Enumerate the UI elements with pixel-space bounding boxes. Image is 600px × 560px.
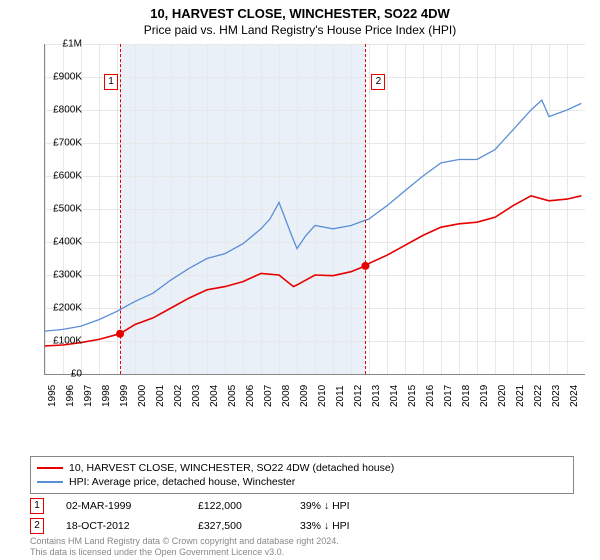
legend: 10, HARVEST CLOSE, WINCHESTER, SO22 4DW … <box>30 456 574 494</box>
x-axis-label: 2021 <box>515 385 526 407</box>
annotation-price: £327,500 <box>198 520 278 532</box>
x-axis-label: 2024 <box>569 385 580 407</box>
x-axis-label: 2014 <box>389 385 400 407</box>
legend-label: 10, HARVEST CLOSE, WINCHESTER, SO22 4DW … <box>69 462 394 474</box>
y-axis-label: £1M <box>44 39 82 50</box>
annotation-row: 1 02-MAR-1999 £122,000 39% ↓ HPI <box>30 496 400 516</box>
x-axis-label: 1999 <box>119 385 130 407</box>
series-hpi <box>45 100 581 331</box>
legend-label: HPI: Average price, detached house, Winc… <box>69 476 295 488</box>
y-axis-label: £900K <box>44 72 82 83</box>
annotation-table: 1 02-MAR-1999 £122,000 39% ↓ HPI 2 18-OC… <box>30 496 400 536</box>
y-axis-label: £500K <box>44 204 82 215</box>
annotation-box: 1 <box>104 74 118 90</box>
x-axis-label: 2019 <box>479 385 490 407</box>
x-axis-label: 2011 <box>335 385 346 407</box>
x-axis-label: 2001 <box>155 385 166 407</box>
y-axis-label: £200K <box>44 303 82 314</box>
x-axis-label: 2010 <box>317 385 328 407</box>
x-axis-label: 1996 <box>65 385 76 407</box>
annotation-row: 2 18-OCT-2012 £327,500 33% ↓ HPI <box>30 516 400 536</box>
x-axis-label: 1995 <box>47 385 58 407</box>
legend-swatch <box>37 481 63 483</box>
x-axis-label: 1997 <box>83 385 94 407</box>
legend-item: HPI: Average price, detached house, Winc… <box>37 475 567 489</box>
x-axis-label: 2016 <box>425 385 436 407</box>
y-axis-label: £100K <box>44 336 82 347</box>
x-axis-label: 2013 <box>371 385 382 407</box>
x-axis-label: 2023 <box>551 385 562 407</box>
x-axis-label: 2006 <box>245 385 256 407</box>
series-price_paid <box>45 196 581 346</box>
chart-area: 12 £0£100K£200K£300K£400K£500K£600K£700K… <box>44 44 584 414</box>
annotation-marker: 1 <box>30 498 44 514</box>
annotation-date: 02-MAR-1999 <box>66 500 176 512</box>
footer-line: Contains HM Land Registry data © Crown c… <box>30 536 339 547</box>
annotation-date: 18-OCT-2012 <box>66 520 176 532</box>
plot-region: 12 <box>44 44 585 375</box>
y-axis-label: £600K <box>44 171 82 182</box>
x-axis-label: 2009 <box>299 385 310 407</box>
x-axis-label: 2003 <box>191 385 202 407</box>
annotation-vline <box>365 44 366 374</box>
y-axis-label: £700K <box>44 138 82 149</box>
y-axis-label: £0 <box>44 369 82 380</box>
annotation-box: 2 <box>371 74 385 90</box>
x-axis-label: 2002 <box>173 385 184 407</box>
legend-swatch <box>37 467 63 469</box>
footer-line: This data is licensed under the Open Gov… <box>30 547 339 558</box>
annotation-marker: 2 <box>30 518 44 534</box>
x-axis-label: 2020 <box>497 385 508 407</box>
y-axis-label: £300K <box>44 270 82 281</box>
x-axis-label: 2018 <box>461 385 472 407</box>
chart-title: 10, HARVEST CLOSE, WINCHESTER, SO22 4DW <box>0 0 600 21</box>
x-axis-label: 2015 <box>407 385 418 407</box>
chart-subtitle: Price paid vs. HM Land Registry's House … <box>0 21 600 41</box>
x-axis-label: 2000 <box>137 385 148 407</box>
x-axis-label: 1998 <box>101 385 112 407</box>
x-axis-label: 2005 <box>227 385 238 407</box>
x-axis-label: 2017 <box>443 385 454 407</box>
x-axis-label: 2022 <box>533 385 544 407</box>
x-axis-label: 2012 <box>353 385 364 407</box>
annotation-delta: 39% ↓ HPI <box>300 500 400 512</box>
x-axis-label: 2004 <box>209 385 220 407</box>
line-series <box>45 44 585 374</box>
annotation-delta: 33% ↓ HPI <box>300 520 400 532</box>
annotation-vline <box>120 44 121 374</box>
x-axis-label: 2008 <box>281 385 292 407</box>
footer-attribution: Contains HM Land Registry data © Crown c… <box>30 536 339 558</box>
y-axis-label: £800K <box>44 105 82 116</box>
annotation-price: £122,000 <box>198 500 278 512</box>
legend-item: 10, HARVEST CLOSE, WINCHESTER, SO22 4DW … <box>37 461 567 475</box>
x-axis-label: 2007 <box>263 385 274 407</box>
y-axis-label: £400K <box>44 237 82 248</box>
